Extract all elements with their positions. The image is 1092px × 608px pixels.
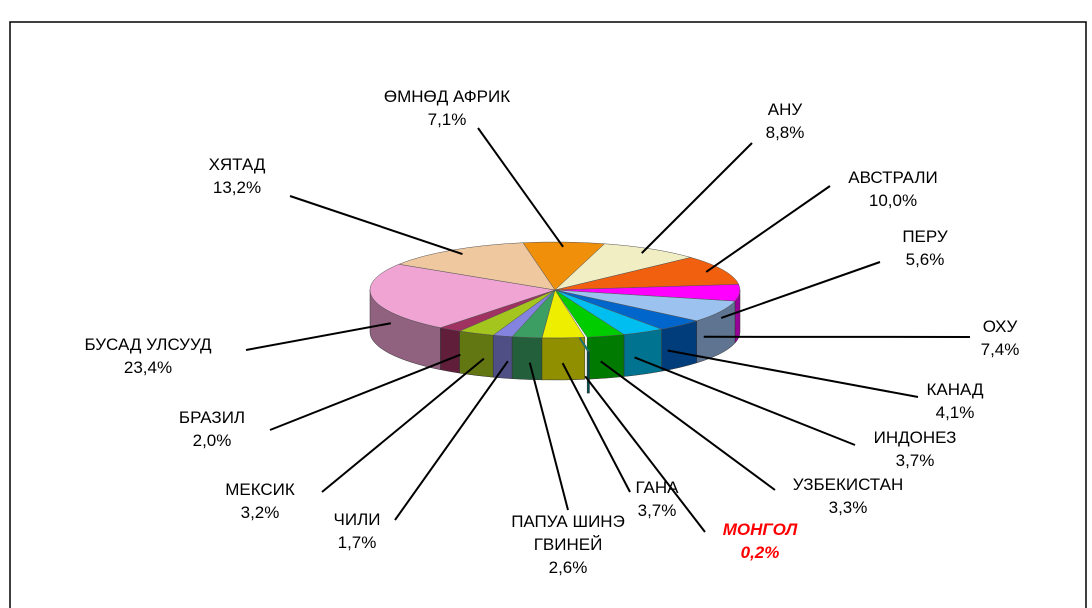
- leader-line: [667, 349, 919, 398]
- value-label: 1,7%: [337, 533, 377, 552]
- leader-line: [289, 195, 463, 256]
- slice-side: [492, 334, 513, 379]
- category-name: БУСАД УЛСУУД: [84, 335, 212, 354]
- category-name: МЕКСИК: [225, 480, 295, 499]
- slice: [554, 289, 625, 338]
- leader-line: [477, 127, 564, 248]
- leader-line: [245, 322, 392, 351]
- slice: [554, 257, 740, 291]
- slice-side: [586, 334, 625, 380]
- category-name: БРАЗИЛ: [178, 408, 246, 427]
- leader-line: [528, 362, 569, 511]
- frame: [9, 21, 1087, 608]
- slice-label: АВСТРАЛИ 10,0%: [823, 166, 963, 212]
- slice-label: КАНАД 4,1%: [905, 378, 1005, 424]
- slice-label: ХЯТАД 13,2%: [187, 153, 287, 199]
- leader-line: [720, 261, 881, 319]
- value-label: 3,7%: [637, 501, 677, 520]
- category-name: КАНАД: [926, 380, 984, 399]
- slice-label: БУСАД УЛСУУД 23,4%: [48, 333, 248, 379]
- leader-line: [705, 185, 831, 273]
- slice-label: ОХУ 7,4%: [960, 315, 1040, 361]
- value-label: 3,3%: [828, 498, 868, 517]
- value-label: 3,2%: [240, 503, 280, 522]
- leader-line: [394, 360, 509, 521]
- category-name: ПАПУА ШИНЭ ГВИНЕЙ: [511, 512, 625, 554]
- value-label: 2,0%: [192, 431, 232, 450]
- category-name: ПЕРУ: [902, 227, 948, 246]
- slice-label: МОНГОЛ 0,2%: [710, 518, 810, 564]
- slice-side: [541, 337, 586, 381]
- slice-label: ПАПУА ШИНЭ ГВИНЕЙ 2,6%: [498, 510, 638, 579]
- value-label: 23,4%: [123, 358, 173, 377]
- category-name: ЧИЛИ: [333, 510, 381, 529]
- value-label: 5,6%: [905, 250, 945, 269]
- slice-label: УЗБЕКИСТАН 3,3%: [768, 473, 928, 519]
- category-name: ОХУ: [982, 317, 1018, 336]
- leader-line: [634, 356, 856, 446]
- slice-label: БРАЗИЛ 2,0%: [162, 406, 262, 452]
- leader-line: [269, 353, 461, 431]
- value-label: 7,1%: [427, 110, 467, 129]
- leader-line: [584, 375, 706, 533]
- category-name: ИНДОНЕЗ: [873, 428, 957, 447]
- value-label: 7,4%: [980, 340, 1020, 359]
- value-label: 2,6%: [548, 558, 588, 577]
- leader-line: [641, 142, 753, 254]
- leader-line: [321, 357, 485, 493]
- slice-label: ӨМНӨД АФРИК 7,1%: [347, 85, 547, 131]
- slice-side: [440, 327, 460, 374]
- slice-label: МЕКСИК 3,2%: [210, 478, 310, 524]
- value-label: 10,0%: [868, 191, 918, 210]
- category-name: АНУ: [767, 100, 803, 119]
- category-name: АВСТРАЛИ: [848, 168, 938, 187]
- slice-side: [459, 330, 494, 378]
- slice-label: АНУ 8,8%: [725, 98, 845, 144]
- category-name: ӨМНӨД АФРИК: [383, 87, 511, 106]
- leader-line: [561, 362, 631, 493]
- category-name: ХЯТАД: [208, 155, 266, 174]
- slice: [369, 263, 556, 328]
- slice: [554, 243, 692, 291]
- slice-side: [586, 350, 590, 394]
- slice-label: ПЕРУ 5,6%: [875, 225, 975, 271]
- value-label: 4,1%: [935, 403, 975, 422]
- category-name: УЗБЕКИСТАН: [792, 475, 904, 494]
- category-name: МОНГОЛ: [722, 520, 798, 539]
- slice-side: [623, 328, 662, 377]
- slice-label: ИНДОНЕЗ 3,7%: [855, 426, 975, 472]
- value-label: 8,8%: [765, 123, 805, 142]
- leader-line: [600, 360, 776, 491]
- value-label: 0,2%: [740, 543, 780, 562]
- category-name: ГАНА: [635, 478, 679, 497]
- value-label: 13,2%: [212, 178, 262, 197]
- slice-side: [511, 336, 543, 381]
- value-label: 3,7%: [895, 451, 935, 470]
- slice-label: ЧИЛИ 1,7%: [317, 508, 397, 554]
- slice-label: ГАНА 3,7%: [617, 476, 697, 522]
